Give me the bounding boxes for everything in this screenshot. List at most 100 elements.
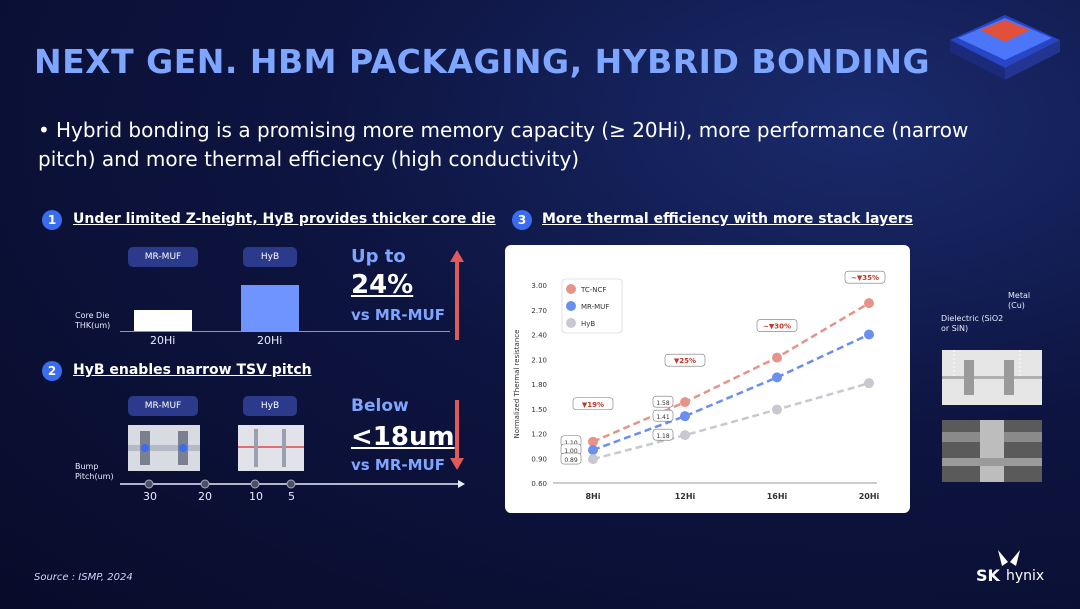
- data-point: [772, 352, 782, 363]
- logo-sk: SK: [976, 566, 1000, 585]
- hyb-bump-image: [238, 425, 304, 471]
- y-tick-label: 0.90: [531, 455, 547, 463]
- x-tick-label: 20Hi: [859, 492, 880, 501]
- x-tick-label: 8Hi: [585, 492, 600, 501]
- legend-swatch: [566, 284, 576, 294]
- stat2-line1: Below: [351, 396, 409, 416]
- logo-hynix: hynix: [1006, 568, 1045, 584]
- y-tick-label: 0.60: [531, 480, 547, 488]
- bullet-text: • Hybrid bonding is a promising more memo…: [38, 118, 969, 171]
- legend-label: TC-NCF: [580, 286, 606, 294]
- y-tick-label: 1.20: [531, 431, 547, 439]
- legend-swatch: [566, 301, 576, 311]
- point-label: 0.89: [564, 457, 578, 464]
- mrmuf-pill: MR-MUF: [128, 247, 198, 267]
- series-line-hyb: [592, 381, 870, 461]
- percent-annotation-box: [844, 270, 886, 284]
- pitch-tick: 20: [198, 490, 212, 503]
- point-label-box: [560, 452, 582, 465]
- stat1-line1: Up to: [351, 246, 406, 267]
- pitch-tick: 5: [288, 490, 295, 503]
- section-2-heading: HyB enables narrow TSV pitch: [73, 362, 312, 378]
- up-arrow-icon: [450, 250, 464, 340]
- source-note: Source : ISMP, 2024: [34, 572, 133, 583]
- baseline: [120, 331, 450, 332]
- point-label: 1.18: [656, 433, 670, 440]
- metal-label: Metal (Cu): [1008, 291, 1031, 310]
- stat2-value: <18um: [351, 422, 455, 452]
- bar-b-label: 20Hi: [257, 334, 283, 347]
- bump-axis-label: Bump Pitch(um): [75, 462, 114, 481]
- percent-annotation: ~▼30%: [763, 323, 791, 331]
- data-point: [680, 411, 690, 422]
- point-label-box: [652, 395, 674, 408]
- legend-label: HyB: [581, 320, 595, 328]
- pitch-tick: 10: [249, 490, 263, 503]
- data-point: [588, 454, 598, 465]
- mrmuf-bump-image: [128, 425, 200, 471]
- x-tick-label: 12Hi: [675, 492, 696, 501]
- point-label-box: [652, 428, 674, 441]
- bar-a-label: 20Hi: [150, 334, 176, 347]
- chip-illustration: [950, 15, 1060, 80]
- core-die-axis-label: Core Die THK(um): [75, 311, 111, 330]
- page-title: NEXT GEN. HBM PACKAGING, HYBRID BONDING: [34, 42, 931, 81]
- hybrid-bond-image: [942, 350, 1042, 405]
- dielectric-label: Dielectric (SiO2 or SiN): [941, 314, 1004, 333]
- data-point: [864, 298, 874, 309]
- data-point: [680, 430, 690, 441]
- data-point: [772, 404, 782, 415]
- point-label: 1.10: [564, 440, 578, 447]
- stat2-line3: vs MR-MUF: [351, 456, 445, 474]
- cross-section-image: [942, 420, 1042, 482]
- percent-annotation-box: [756, 319, 798, 332]
- point-label: 1.00: [564, 448, 578, 455]
- section-3-number: 3: [512, 210, 532, 230]
- sk-hynix-logo: SK hynix: [976, 548, 1056, 588]
- mrmuf-pill-2: MR-MUF: [128, 396, 198, 416]
- stat1-line3: vs MR-MUF: [351, 306, 445, 324]
- percent-annotation: ▼19%: [582, 401, 604, 409]
- data-point: [864, 378, 874, 389]
- series-line-mr-muf: [592, 333, 870, 452]
- down-arrow-icon: [450, 400, 464, 470]
- data-point: [680, 397, 690, 408]
- y-axis-label: Normalized Thermal resistance: [513, 330, 521, 439]
- y-tick-label: 2.10: [531, 356, 547, 364]
- section-1-heading: Under limited Z-height, HyB provides thi…: [73, 211, 496, 227]
- data-point: [772, 372, 782, 383]
- point-label-box: [652, 409, 674, 422]
- thermal-chart-panel: 0.60 0.90 1.20 1.50 1.80 2.10 2.40 2.70 3.00 Norm…: [505, 245, 910, 513]
- data-point: [588, 445, 598, 455]
- section-3-heading: More thermal efficiency with more stack …: [542, 211, 913, 227]
- hyb-pill-2: HyB: [243, 396, 297, 416]
- percent-annotation: ▼25%: [674, 357, 696, 365]
- series-line-tc-ncf: [592, 302, 870, 443]
- stat1-value: 24%: [351, 270, 414, 300]
- hyb-pill: HyB: [243, 247, 297, 267]
- y-tick-label: 2.40: [531, 332, 547, 340]
- percent-annotation-box: [664, 353, 706, 367]
- legend-swatch: [566, 318, 576, 328]
- y-tick-label: 1.50: [531, 406, 547, 414]
- percent-annotation-box: [572, 397, 614, 411]
- y-tick-label: 3.00: [531, 282, 547, 290]
- mrmuf-core-bar: [134, 310, 192, 331]
- legend-label: MR-MUF: [581, 303, 609, 311]
- legend-box: [561, 278, 623, 334]
- section-1-number: 1: [42, 210, 62, 230]
- point-label: 1.41: [656, 414, 670, 421]
- logo-butterfly-icon: [998, 550, 1020, 566]
- data-point: [864, 329, 874, 340]
- x-tick-label: 16Hi: [767, 492, 788, 501]
- y-tick-label: 2.70: [531, 307, 547, 315]
- data-point: [588, 436, 598, 447]
- section-2-number: 2: [42, 361, 62, 381]
- percent-annotation: ~▼35%: [851, 274, 879, 282]
- point-label: 1.58: [656, 400, 670, 407]
- pitch-axis: [120, 479, 465, 489]
- pitch-tick: 30: [143, 490, 157, 503]
- thermal-resistance-chart: 0.60 0.90 1.20 1.50 1.80 2.10 2.40 2.70 3.00 Norm…: [513, 270, 886, 501]
- hyb-core-bar: [241, 285, 299, 331]
- y-tick-label: 1.80: [531, 381, 547, 389]
